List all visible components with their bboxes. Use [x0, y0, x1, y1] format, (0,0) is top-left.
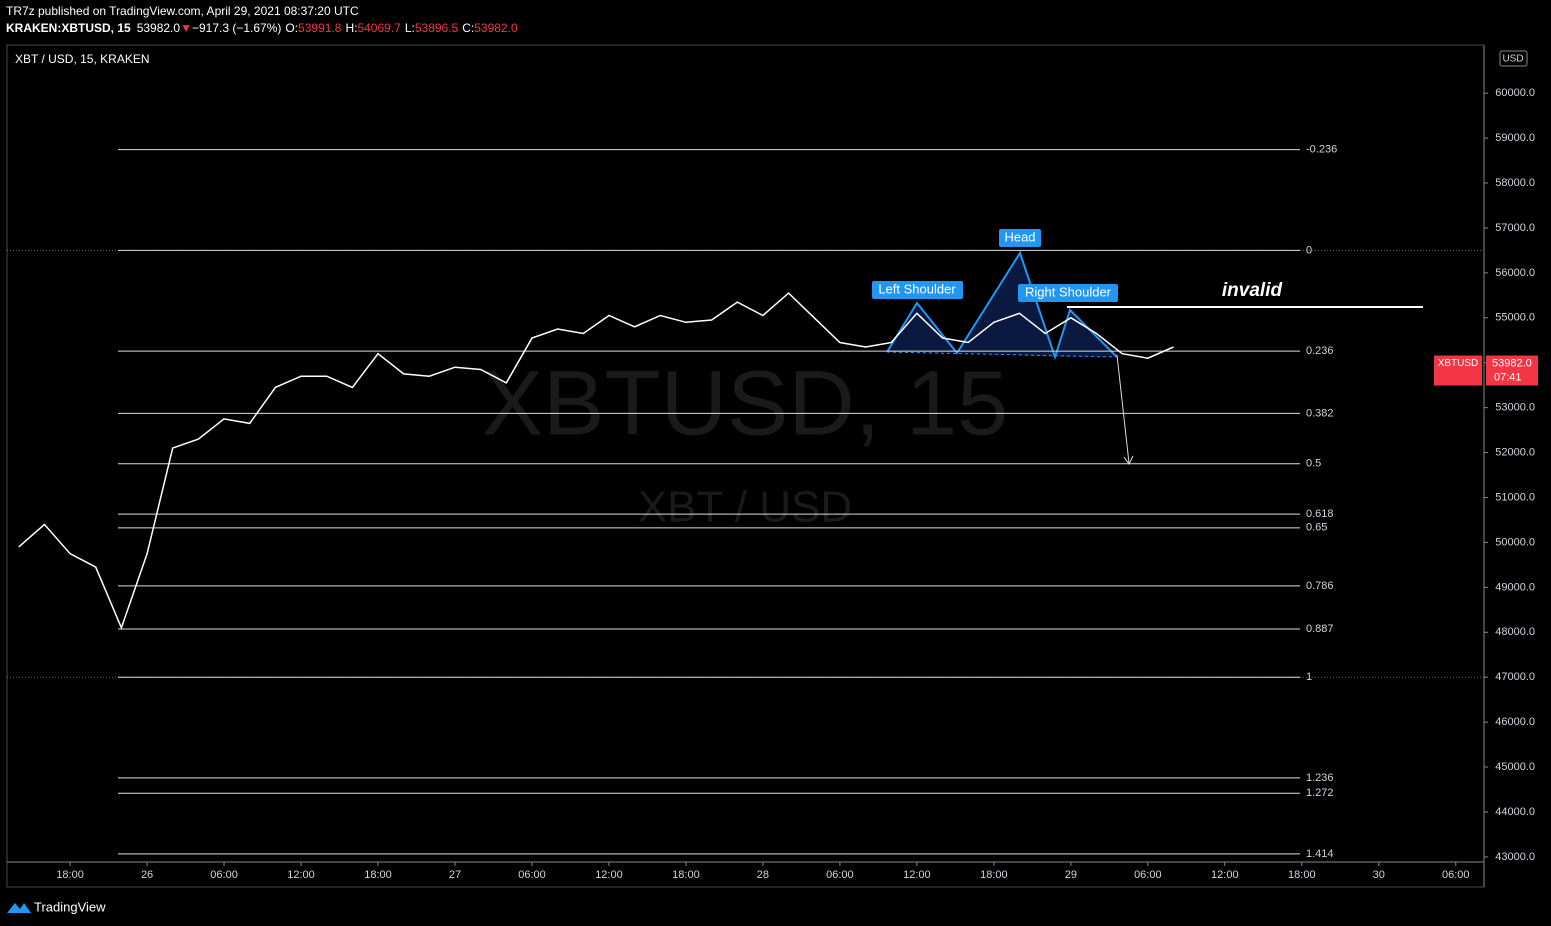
- y-tick-label: 53000.0: [1495, 402, 1535, 414]
- chart-title: XBT / USD, 15, KRAKEN: [15, 52, 150, 66]
- ohlc-value: 53991.8: [298, 21, 342, 35]
- watermark-sub: XBT / USD: [638, 483, 852, 532]
- x-tick-label: 28: [757, 869, 769, 881]
- fib-label: 0.5: [1306, 458, 1321, 470]
- y-tick-label: 44000.0: [1495, 806, 1535, 818]
- fib-label: 0: [1306, 244, 1312, 256]
- last-price-label: 53982.0: [1492, 357, 1532, 369]
- x-tick-label: 29: [1065, 869, 1077, 881]
- ohlc-value: 54069.7: [357, 21, 401, 35]
- countdown: 07:41: [1494, 371, 1522, 383]
- y-tick-label: 58000.0: [1495, 177, 1535, 189]
- x-tick-label: 26: [141, 869, 153, 881]
- x-tick-label: 06:00: [210, 869, 238, 881]
- x-tick-label: 06:00: [1442, 869, 1470, 881]
- y-tick-label: 46000.0: [1495, 716, 1535, 728]
- watermark: XBTUSD, 15: [482, 352, 1009, 454]
- y-tick-label: 60000.0: [1495, 87, 1535, 99]
- label-box: [1018, 284, 1118, 302]
- x-tick-label: 06:00: [518, 869, 546, 881]
- label-box: [872, 281, 963, 299]
- ohlc-key: O:: [285, 21, 298, 35]
- ohlc-key: H:: [345, 21, 357, 35]
- y-tick-label: 47000.0: [1495, 671, 1535, 683]
- fib-label: 1.272: [1306, 787, 1334, 799]
- x-tick-label: 18:00: [1288, 869, 1316, 881]
- ohlc-value: 53896.5: [415, 21, 459, 35]
- price-line: [18, 292, 1174, 630]
- x-tick-label: 12:00: [1211, 869, 1239, 881]
- right-shoulder: Right Shoulder: [1025, 284, 1112, 299]
- currency-box: [1499, 50, 1528, 67]
- fib-label: 0.618: [1306, 508, 1334, 520]
- head: Head: [1004, 229, 1035, 244]
- x-tick-label: 27: [449, 869, 461, 881]
- x-tick-label: 06:00: [1134, 869, 1162, 881]
- fib-label: 1.236: [1306, 772, 1334, 784]
- fib-label: 0.382: [1306, 407, 1334, 419]
- brand-logo: [7, 903, 31, 913]
- label-box: [999, 229, 1041, 247]
- x-tick-label: 12:00: [287, 869, 315, 881]
- pattern-fill: [1055, 310, 1117, 357]
- invalid-label: invalid: [1222, 280, 1283, 301]
- pattern-line: [886, 250, 1118, 361]
- x-tick-label: 18:00: [56, 869, 84, 881]
- y-tick-label: 52000.0: [1495, 446, 1535, 458]
- last: 53982.0: [137, 21, 181, 35]
- neckline: [886, 351, 1118, 358]
- fib-label: 0.65: [1306, 522, 1327, 534]
- x-tick-label: 30: [1373, 869, 1385, 881]
- symbol: KRAKEN:XBTUSD, 15: [6, 21, 131, 35]
- published: TR7z published on TradingView.com, April…: [6, 4, 359, 18]
- fib-label: 1: [1306, 671, 1312, 683]
- fib-label: 0.236: [1306, 345, 1334, 357]
- fib-label: -0.236: [1306, 144, 1337, 156]
- symbol-header: KRAKEN:XBTUSD, 15 53982.0▼−917.3 (−1.67%)…: [6, 21, 518, 35]
- y-tick-label: 49000.0: [1495, 581, 1535, 593]
- fib-label: 0.786: [1306, 580, 1334, 592]
- y-tick-label: 50000.0: [1495, 536, 1535, 548]
- y-tick-label: 55000.0: [1495, 312, 1535, 324]
- last-price-tag: [1486, 355, 1538, 386]
- target-arrow: [1116, 354, 1130, 464]
- brand: TradingView: [34, 899, 106, 914]
- x-tick-label: 18:00: [672, 869, 700, 881]
- change: −917.3 (−1.67%): [192, 21, 281, 35]
- x-tick-label: 06:00: [826, 869, 854, 881]
- pattern-fill: [887, 303, 957, 353]
- ohlc: O:53991.8 H:54069.7 L:53896.5 C:53982.0: [285, 21, 518, 35]
- ohlc-key: C:: [462, 21, 474, 35]
- y-tick-label: 51000.0: [1495, 491, 1535, 503]
- y-tick-label: 59000.0: [1495, 132, 1535, 144]
- y-tick-label: 45000.0: [1495, 761, 1535, 773]
- last-price-box: [1434, 355, 1482, 386]
- x-tick-label: 12:00: [595, 869, 623, 881]
- y-tick-label: 48000.0: [1495, 626, 1535, 638]
- ohlc-value: 53982.0: [474, 21, 518, 35]
- y-tick-label: 56000.0: [1495, 267, 1535, 279]
- currency: USD: [1502, 54, 1523, 65]
- ohlc-key: L:: [405, 21, 415, 35]
- fib-label: 0.887: [1306, 623, 1334, 635]
- arrow: ▼: [180, 21, 192, 35]
- x-tick-label: 12:00: [903, 869, 931, 881]
- left-shoulder: Left Shoulder: [878, 281, 956, 296]
- x-tick-label: 18:00: [980, 869, 1008, 881]
- y-tick-label: 57000.0: [1495, 222, 1535, 234]
- x-tick-label: 18:00: [364, 869, 392, 881]
- y-tick-label: 43000.0: [1495, 851, 1535, 863]
- pattern-fill: [957, 253, 1055, 357]
- fib-label: 1.414: [1306, 848, 1334, 860]
- last-price-symbol: XBTUSD: [1438, 358, 1479, 369]
- plot-frame: [6, 44, 1485, 888]
